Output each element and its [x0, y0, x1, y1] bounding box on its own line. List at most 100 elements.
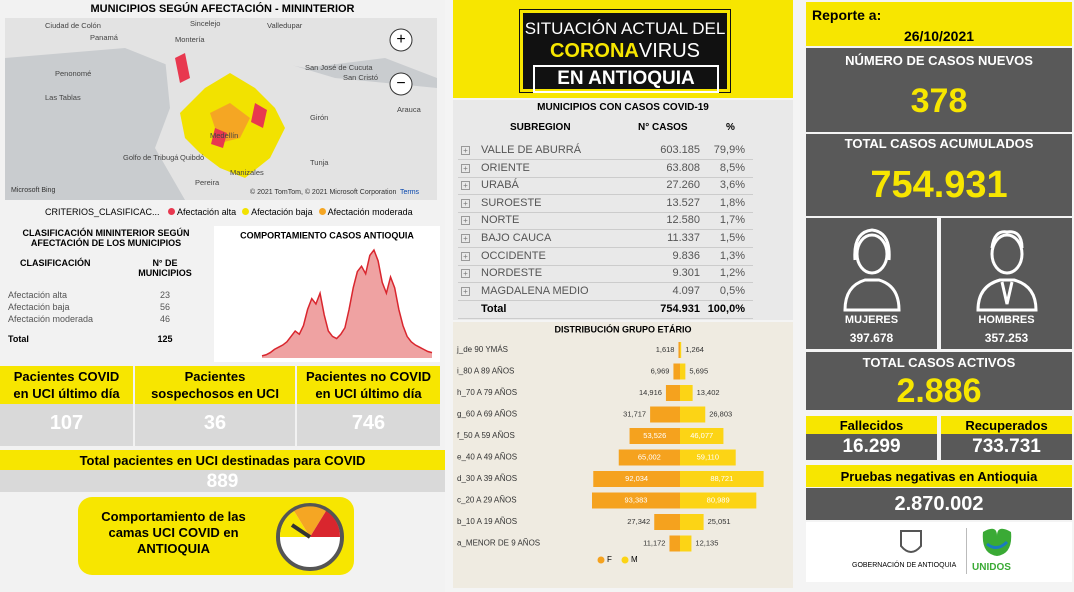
expand-button[interactable]: +	[461, 198, 470, 208]
kpi-value: 357.253	[984, 331, 1029, 345]
kpi-label: TOTAL CASOS ACTIVOS	[862, 355, 1016, 370]
row-label: VALLE DE ABURRÁ	[481, 144, 582, 156]
value-label: 1,264	[685, 345, 704, 354]
row-value: 23	[159, 290, 170, 300]
expand-button[interactable]: +	[461, 269, 470, 279]
expand-button[interactable]: +	[461, 234, 470, 243]
header-line3: EN ANTIOQUIA	[533, 65, 719, 93]
bar	[680, 471, 764, 487]
row-label: SUROESTE	[481, 196, 542, 209]
kpi-value: 378	[910, 82, 968, 120]
value-label: 65,002	[638, 452, 661, 461]
place-label: Sincelejo	[190, 19, 220, 28]
gauge-icon	[276, 503, 344, 571]
zoom-in[interactable]	[389, 28, 413, 52]
value-label: 80,989	[707, 495, 730, 504]
value-label: 11,172	[643, 538, 665, 547]
category-label: a_MENOR DE 9 AÑOS	[457, 539, 540, 548]
kpi-label: Fallecidos	[839, 418, 904, 433]
value-label: 13,402	[697, 388, 720, 397]
tests-box: 2.870.002	[806, 488, 1072, 520]
place-label: Valledupar	[267, 21, 303, 30]
kpi-value: 733.731	[972, 436, 1041, 457]
kpi-label: Recuperados	[965, 418, 1048, 433]
row-line	[458, 299, 753, 301]
row-line	[458, 176, 753, 178]
uci-label: Pacientes COVID en UCI último día	[0, 366, 133, 404]
row-value: 603.185	[660, 144, 700, 156]
legend-title: CRITERIOS_CLASIFICAC...	[45, 207, 160, 217]
row-pct: 1,2%	[719, 267, 745, 280]
row-pct: 1,5%	[719, 232, 745, 244]
place-label: San Cristó	[343, 73, 378, 82]
row-label: Afectación moderada	[8, 314, 94, 324]
row-line	[458, 318, 753, 319]
kpi-label: HOMBRES	[978, 314, 1035, 326]
deaths-head: Fallecidos	[806, 416, 937, 434]
kpi-value: 2.886	[896, 372, 982, 410]
uci-label: Pacientes sospechosos en UCI último día	[135, 366, 295, 418]
area	[262, 250, 432, 358]
kpi-value: 397.678	[849, 331, 894, 345]
place-label: Golfo de Tribugá	[123, 153, 179, 162]
value-label: 12,135	[695, 538, 718, 547]
row-pct: 0,5%	[719, 284, 745, 297]
value-label: 14,916	[639, 388, 662, 397]
expand-button[interactable]: +	[461, 216, 470, 226]
row-label: Total	[481, 303, 507, 315]
expand-button[interactable]: +	[461, 146, 470, 155]
bar	[650, 406, 680, 423]
total-uci-value: 889	[206, 471, 239, 492]
bar	[593, 471, 680, 487]
kpi-label: Pruebas negativas en Antioquia	[840, 469, 1038, 484]
terms-link[interactable]: Terms	[400, 189, 420, 196]
value-label: 53,526	[643, 431, 666, 440]
place-label: Panamá	[90, 33, 119, 42]
coat-of-arms	[900, 530, 922, 553]
category-label: b_10 A 19 AÑOS	[457, 517, 517, 526]
row-line	[458, 194, 753, 196]
row-line	[458, 247, 753, 248]
uci-banner[interactable]: Comportamiento de las camas UCI COVID en…	[78, 497, 354, 575]
category-label: g_60 A 69 AÑOS	[457, 410, 517, 419]
bar	[618, 449, 680, 466]
value-label: 46,077	[690, 431, 713, 440]
value-label: 26,803	[709, 409, 732, 418]
expand-button[interactable]: +	[461, 286, 470, 296]
expand-button[interactable]: +	[461, 163, 470, 173]
row-value: 4.097	[672, 284, 700, 297]
man-icon	[976, 230, 1038, 312]
men-box: HOMBRES 357.253	[941, 218, 1072, 349]
zoom-out[interactable]	[389, 72, 413, 96]
attribution: © 2021 TomTom, © 2021 Microsoft Corporat…	[250, 188, 396, 196]
row-pct: 100,0%	[707, 303, 745, 315]
bar	[669, 535, 680, 552]
row-label: MAGDALENA MEDIO	[481, 284, 589, 297]
place-label: Quibdó	[180, 153, 204, 162]
tests-head: Pruebas negativas en Antioquia	[806, 465, 1072, 487]
category-label: d_30 A 39 AÑOS	[457, 474, 517, 483]
active-box: TOTAL CASOS ACTIVOS 2.886	[806, 352, 1072, 410]
row-label: ORIENTE	[481, 161, 530, 174]
expand-button[interactable]: +	[461, 251, 470, 261]
bar	[629, 428, 680, 444]
zoom-in-icon[interactable]: +	[396, 31, 405, 48]
chart-title: DISTRIBUCIÓN GRUPO ETÁRIO	[554, 323, 691, 334]
row-value: 46	[159, 314, 170, 324]
zoom-out-icon[interactable]: −	[396, 75, 405, 92]
legend-label: M	[631, 555, 638, 564]
total-value: 125	[157, 334, 173, 344]
bar	[680, 385, 693, 401]
report-label: Reporte a:	[812, 7, 882, 23]
women-box: MUJERES 397.678	[806, 218, 937, 349]
recovered-box: 733.731	[941, 434, 1072, 460]
left-panel: MUNICIPIOS SEGÚN AFECTACIÓN - MININTERIO…	[0, 0, 445, 592]
expand-button[interactable]: +	[461, 181, 470, 191]
category-label: i_80 A 89 AÑOS	[457, 367, 514, 376]
place-label: Manizales	[230, 168, 264, 177]
category-label: c_20 A 29 AÑOS	[457, 496, 517, 505]
uci-value: 746	[297, 404, 440, 446]
bar	[680, 492, 757, 509]
place-label: Arauca	[397, 105, 422, 114]
